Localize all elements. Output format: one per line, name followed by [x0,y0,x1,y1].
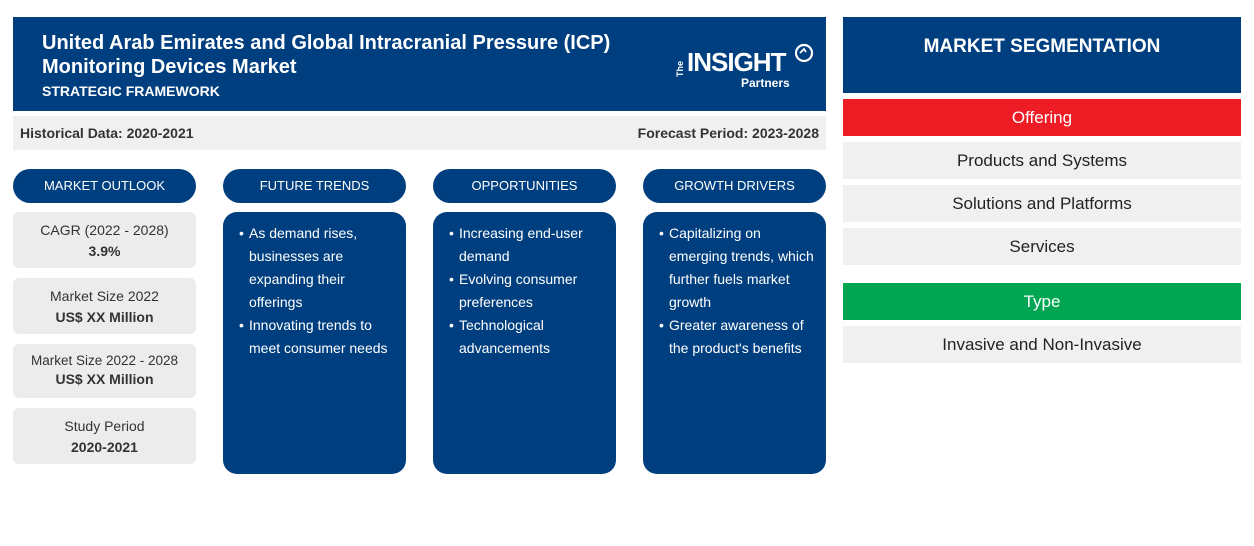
market-segmentation-title: MARKET SEGMENTATION [843,17,1241,93]
stat-value: 2020-2021 [71,439,138,455]
stat-label: Study Period [64,418,145,434]
market-outlook-header: MARKET OUTLOOK [13,169,196,203]
segment-item: Services [843,228,1241,265]
segment-item: Invasive and Non-Invasive [843,326,1241,363]
insight-partners-logo: The INSIGHT Partners [675,43,815,91]
data-period-bar: Historical Data: 2020-2021 Forecast Peri… [13,116,826,150]
future-trends-header: FUTURE TRENDS [223,169,406,203]
cagr-stat-card: CAGR (2022 - 2028) 3.9% [13,212,196,268]
stat-label: Market Size 2022 - 2028 [30,353,179,368]
stat-label: CAGR (2022 - 2028) [40,222,169,238]
stat-value: US$ XX Million [55,309,154,325]
future-trends-box: As demand rises, businesses are expandin… [223,212,406,474]
forecast-period-label: Forecast Period: 2023-2028 [637,125,819,141]
logo-the-text: The [675,60,685,77]
logo-bulb-icon [794,43,814,63]
market-size-range-stat-card: Market Size 2022 - 2028 US$ XX Million [13,344,196,398]
market-size-2022-stat-card: Market Size 2022 US$ XX Million [13,278,196,334]
segment-category-offering: Offering [843,99,1241,136]
historical-data-label: Historical Data: 2020-2021 [20,125,194,141]
stat-value: US$ XX Million [55,371,154,387]
list-item: Greater awareness of the product's benef… [659,314,818,360]
growth-drivers-header: GROWTH DRIVERS [643,169,826,203]
opportunities-header: OPPORTUNITIES [433,169,616,203]
list-item: Capitalizing on emerging trends, which f… [659,222,818,314]
segment-item: Solutions and Platforms [843,185,1241,222]
logo-partners-text: Partners [741,76,790,90]
growth-drivers-box: Capitalizing on emerging trends, which f… [643,212,826,474]
segment-item: Products and Systems [843,142,1241,179]
page-subtitle: STRATEGIC FRAMEWORK [42,83,220,99]
list-item: As demand rises, businesses are expandin… [239,222,398,314]
logo-insight-text: INSIGHT [687,47,786,77]
study-period-stat-card: Study Period 2020-2021 [13,408,196,464]
stat-value: 3.9% [88,243,121,259]
list-item: Innovating trends to meet consumer needs [239,314,398,360]
segment-category-type: Type [843,283,1241,320]
list-item: Technological advancements [449,314,608,360]
header-banner: United Arab Emirates and Global Intracra… [13,17,826,111]
list-item: Increasing end-user demand [449,222,608,268]
page-title: United Arab Emirates and Global Intracra… [42,32,611,78]
list-item: Evolving consumer preferences [449,268,608,314]
opportunities-box: Increasing end-user demand Evolving cons… [433,212,616,474]
stat-label: Market Size 2022 [50,288,159,304]
